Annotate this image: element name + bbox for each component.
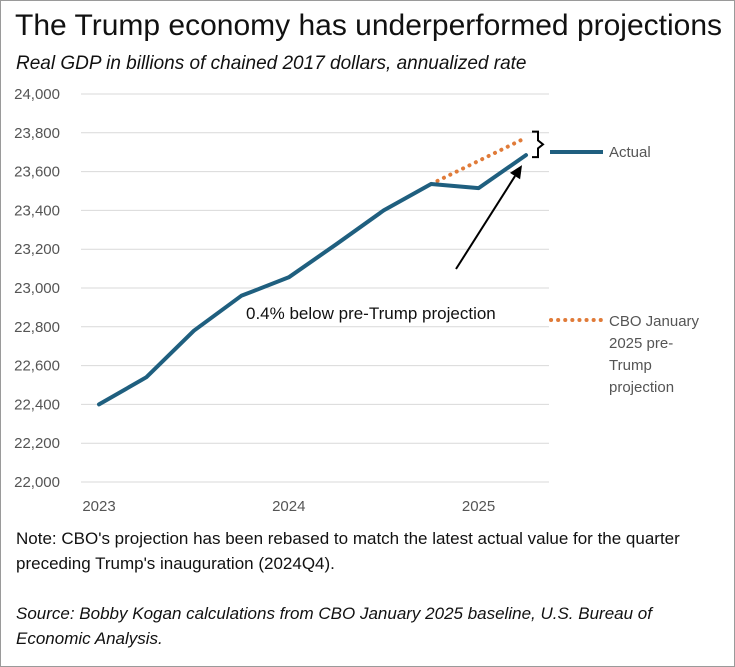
chart-subtitle: Real GDP in billions of chained 2017 dol… [16,53,527,74]
x-tick-label: 2024 [272,498,305,515]
x-tick-label: 2023 [82,498,115,515]
x-axis-ticks: 2023 2024 2025 [82,498,495,515]
projection-line [429,135,528,186]
legend-actual-label: Actual [609,144,651,161]
gridlines [81,93,549,483]
arrow-shaft [455,175,516,270]
y-tick-label: 23,000 [14,280,60,297]
arrow-head [509,165,522,180]
legend-projection-label-line: CBO January [609,313,700,330]
y-axis-ticks: 22,000 22,200 22,400 22,600 22,800 23,000 23,2… [14,86,60,491]
bracket-shape [532,130,545,159]
y-tick-label: 23,600 [14,164,60,181]
legend-projection-label-line: projection [609,379,674,396]
legend: Actual CBO January 2025 pre- Trump projectio… [549,144,700,396]
y-tick-label: 22,000 [14,474,60,491]
y-tick-label: 23,800 [14,125,60,142]
y-tick-label: 24,000 [14,86,60,103]
annotation-arrow [455,165,522,270]
chart-source: Source: Bobby Kogan calculations from CB… [16,604,652,648]
y-tick-label: 22,200 [14,435,60,452]
chart-title: The Trump economy has underperformed pro… [15,9,723,42]
series-lines [97,135,528,407]
y-tick-label: 22,600 [14,358,60,375]
y-tick-label: 23,200 [14,241,60,258]
legend-projection-label: CBO January 2025 pre- Trump projection [609,313,700,396]
actual-line [97,153,528,407]
legend-projection-label-line: 2025 pre- [609,335,673,352]
chart-note: Note: CBO's projection has been rebased … [16,529,680,573]
gdp-line-chart: 22,000 22,200 22,400 22,600 22,800 23,000 23,2… [14,86,700,515]
gap-bracket [532,130,545,159]
y-tick-label: 23,400 [14,202,60,219]
gap-annotation: 0.4% below pre-Trump projection [246,304,496,323]
x-tick-label: 2025 [462,498,495,515]
legend-projection-label-line: Trump [609,357,652,374]
y-tick-label: 22,800 [14,319,60,336]
y-tick-label: 22,400 [14,396,60,413]
